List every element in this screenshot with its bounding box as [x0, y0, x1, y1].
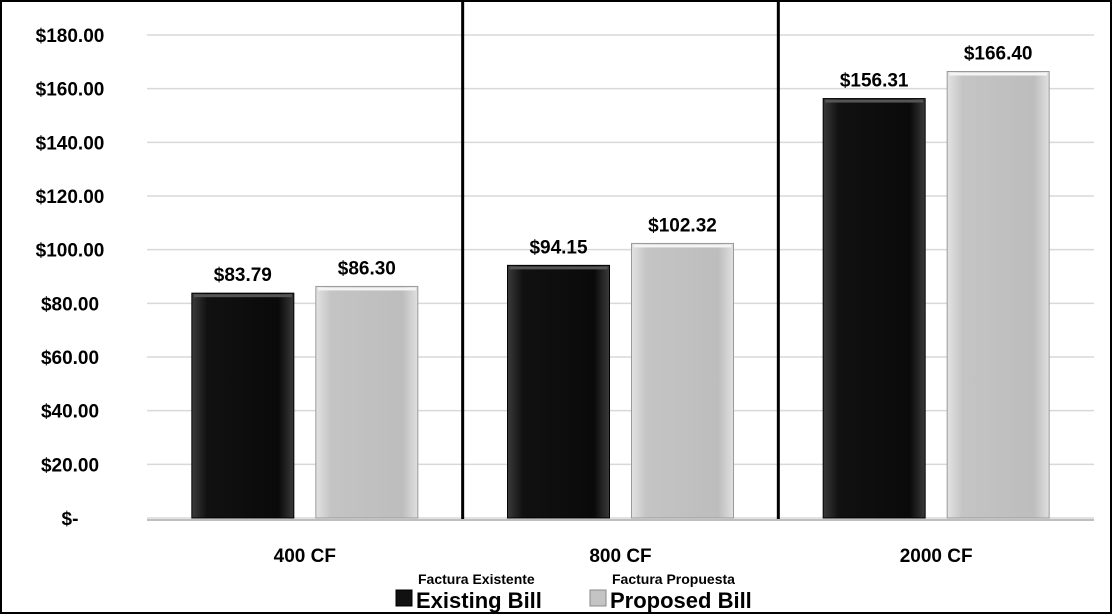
- group-separators: [461, 0, 780, 519]
- bar-existing-bill: [507, 264, 610, 519]
- y-tick-label: $40.00: [41, 402, 99, 423]
- bar-bevel: [193, 294, 292, 298]
- y-tick-label: $180.00: [36, 26, 105, 47]
- y-tick-label: $60.00: [41, 348, 99, 369]
- data-label: $156.31: [840, 71, 909, 92]
- bar-bevel: [825, 99, 924, 103]
- bar-proposed-bill: [315, 285, 419, 519]
- data-labels: $83.79 $86.30 $94.15 $102.32 $156.31 $166.40: [214, 43, 1033, 286]
- bar-bevel: [633, 244, 732, 248]
- category-label: 2000 CF: [900, 546, 973, 567]
- bar-bevel: [317, 287, 416, 291]
- gridlines: [147, 34, 1094, 521]
- data-label: $102.32: [648, 215, 717, 236]
- legend-swatch: [589, 589, 607, 607]
- bar-existing-bill: [822, 98, 926, 519]
- y-tick-label: $120.00: [36, 187, 105, 208]
- legend-label-es: Factura Propuesta: [612, 571, 735, 587]
- x-axis-category-labels: 400 CF 800 CF 2000 CF: [274, 546, 973, 567]
- legend-label: Proposed Bill: [610, 588, 752, 613]
- y-axis-tick-labels: $- $20.00 $40.00 $60.00 $80.00 $100.00 $120.00…: [36, 26, 105, 530]
- bar-bevel: [949, 72, 1048, 76]
- bar-proposed-bill: [631, 242, 734, 519]
- bars: [191, 70, 1050, 519]
- data-label: $166.40: [964, 43, 1033, 64]
- y-tick-label: $80.00: [41, 294, 99, 315]
- bar-proposed-bill: [946, 70, 1050, 519]
- bar-bevel: [509, 266, 608, 270]
- data-label: $86.30: [338, 258, 396, 279]
- legend-label-es: Factura Existente: [418, 571, 535, 587]
- data-label: $83.79: [214, 265, 272, 286]
- y-tick-label: $140.00: [36, 133, 105, 154]
- category-label: 400 CF: [274, 546, 336, 567]
- bar-existing-bill: [191, 292, 295, 519]
- data-label: $94.15: [529, 237, 588, 258]
- y-tick-label: $20.00: [41, 455, 99, 476]
- y-tick-label: $160.00: [36, 80, 105, 101]
- category-label: 800 CF: [589, 546, 651, 567]
- y-tick-label: $100.00: [36, 241, 105, 262]
- legend-label: Existing Bill: [416, 588, 542, 613]
- y-tick-label: $-: [62, 509, 79, 530]
- legend-swatch: [395, 589, 413, 607]
